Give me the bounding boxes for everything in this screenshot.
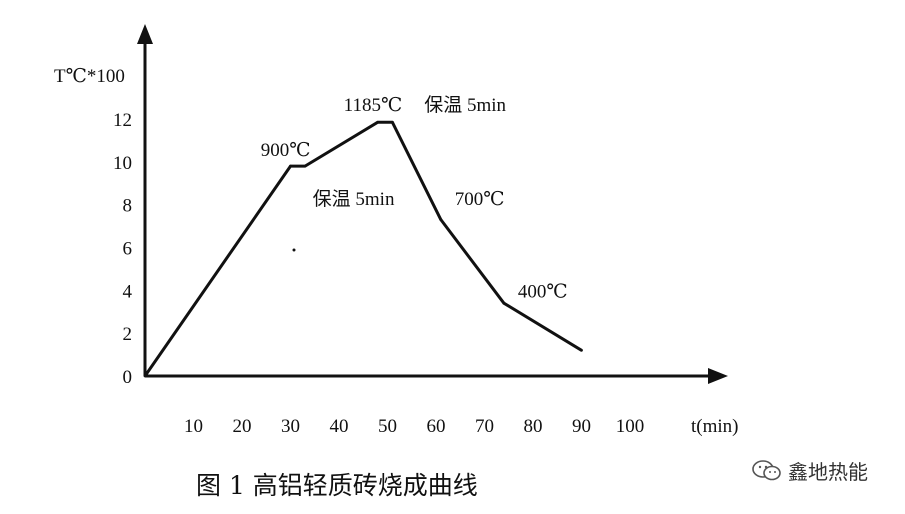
y-tick-label: 10 bbox=[113, 153, 132, 174]
wechat-icon bbox=[752, 459, 782, 483]
series-point bbox=[376, 120, 380, 124]
y-axis-label: T℃*100 bbox=[54, 66, 125, 87]
y-tick-label: 6 bbox=[123, 239, 133, 260]
y-tick-label: 2 bbox=[123, 324, 133, 345]
x-tick-labels: 10 20 30 40 50 60 70 80 90 100 bbox=[184, 416, 644, 437]
y-tick-label: 12 bbox=[113, 110, 132, 131]
x-tick-label: 70 bbox=[475, 416, 494, 437]
series-point bbox=[390, 120, 394, 124]
x-axis-arrow bbox=[708, 368, 728, 384]
y-tick-labels: 0 2 4 6 8 10 12 bbox=[113, 110, 133, 388]
series-point bbox=[439, 218, 443, 222]
y-axis-arrow bbox=[137, 24, 153, 44]
x-tick-label: 50 bbox=[378, 416, 397, 437]
series-layer bbox=[143, 120, 583, 378]
annotation-label: 保温 5min bbox=[424, 94, 506, 116]
x-tick-label: 40 bbox=[330, 416, 349, 437]
annotation-label: 1185℃ bbox=[344, 95, 403, 116]
x-tick-label: 20 bbox=[233, 416, 252, 437]
watermark-text: 鑫地热能 bbox=[788, 460, 868, 484]
x-tick-label: 30 bbox=[281, 416, 300, 437]
series-line bbox=[143, 120, 583, 377]
x-tick-label: 60 bbox=[427, 416, 446, 437]
series-point bbox=[289, 164, 292, 168]
annotation-label: 900℃ bbox=[261, 140, 311, 161]
series-point bbox=[303, 164, 307, 168]
x-tick-label: 10 bbox=[184, 416, 203, 437]
x-axis-label: t(min) bbox=[691, 416, 739, 437]
figure-caption: 图 1 高铝轻质砖烧成曲线 bbox=[196, 471, 478, 500]
x-tick-label: 80 bbox=[524, 416, 543, 437]
series-point bbox=[502, 301, 506, 305]
series-point bbox=[580, 348, 583, 352]
annotation-label: 700℃ bbox=[455, 189, 505, 210]
x-tick-label: 100 bbox=[616, 416, 645, 437]
annotations: 900℃ 1185℃ 保温 5min 保温 5min 700℃ 400℃ bbox=[261, 94, 568, 302]
y-tick-label: 0 bbox=[123, 367, 133, 388]
watermark: 鑫地热能 bbox=[752, 456, 868, 485]
x-tick-label: 90 bbox=[572, 416, 591, 437]
series-point bbox=[143, 374, 147, 378]
stray-dot bbox=[292, 248, 296, 252]
annotation-label: 400℃ bbox=[518, 281, 568, 302]
y-tick-label: 4 bbox=[123, 281, 133, 302]
y-tick-label: 8 bbox=[123, 196, 133, 217]
annotation-label: 保温 5min bbox=[313, 188, 395, 210]
axes bbox=[137, 24, 728, 384]
